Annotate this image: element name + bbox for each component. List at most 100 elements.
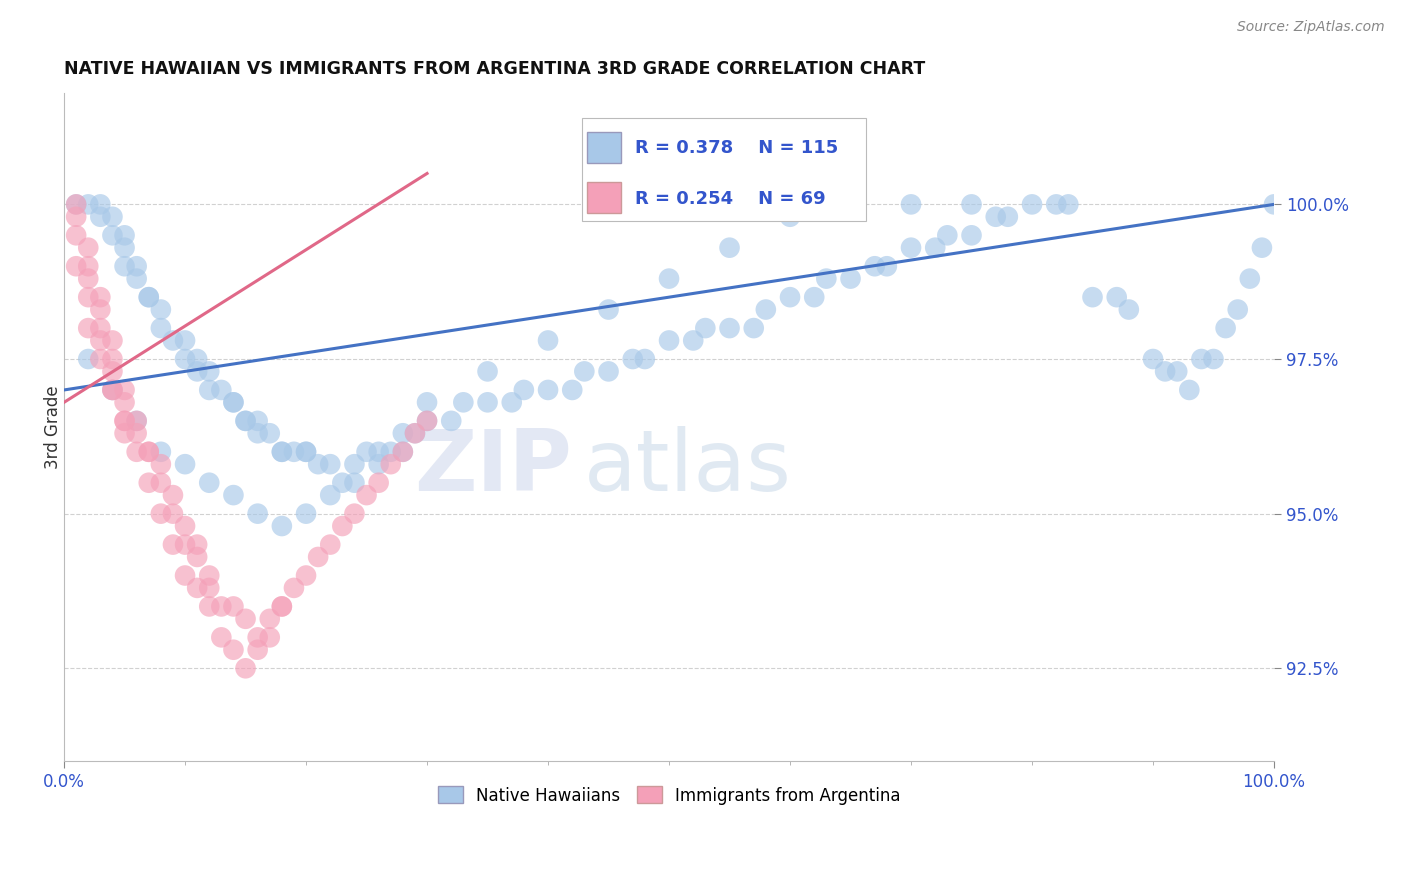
- Point: [477, 364, 499, 378]
- Point: [209, 383, 232, 397]
- Point: [89, 197, 111, 211]
- Point: [343, 507, 366, 521]
- Point: [1142, 351, 1164, 366]
- Point: [222, 488, 245, 502]
- Point: [501, 395, 523, 409]
- Point: [138, 445, 160, 459]
- Point: [259, 612, 281, 626]
- Point: [101, 364, 124, 378]
- Point: [101, 210, 124, 224]
- Point: [1081, 290, 1104, 304]
- Point: [174, 519, 197, 533]
- Point: [779, 210, 801, 224]
- Point: [89, 302, 111, 317]
- Point: [621, 351, 644, 366]
- Point: [343, 457, 366, 471]
- Point: [138, 475, 160, 490]
- Point: [380, 445, 402, 459]
- Point: [1226, 302, 1249, 317]
- Point: [65, 197, 87, 211]
- Point: [89, 210, 111, 224]
- Point: [65, 197, 87, 211]
- Point: [270, 599, 292, 614]
- Point: [174, 457, 197, 471]
- Point: [77, 271, 100, 285]
- Point: [65, 228, 87, 243]
- Point: [270, 445, 292, 459]
- Point: [77, 241, 100, 255]
- Point: [246, 631, 269, 645]
- Point: [658, 334, 681, 348]
- Point: [114, 414, 136, 428]
- Point: [235, 661, 257, 675]
- Point: [392, 445, 415, 459]
- Point: [283, 445, 305, 459]
- Point: [125, 259, 148, 273]
- Point: [235, 612, 257, 626]
- Point: [404, 426, 426, 441]
- Point: [330, 475, 353, 490]
- Point: [101, 383, 124, 397]
- Point: [803, 290, 825, 304]
- Point: [1154, 364, 1177, 378]
- Point: [900, 197, 922, 211]
- Point: [114, 383, 136, 397]
- Point: [1166, 364, 1188, 378]
- Point: [149, 321, 172, 335]
- Point: [222, 395, 245, 409]
- Point: [186, 364, 208, 378]
- Point: [149, 507, 172, 521]
- Point: [1251, 241, 1274, 255]
- Point: [101, 334, 124, 348]
- Text: NATIVE HAWAIIAN VS IMMIGRANTS FROM ARGENTINA 3RD GRADE CORRELATION CHART: NATIVE HAWAIIAN VS IMMIGRANTS FROM ARGEN…: [65, 60, 925, 78]
- Point: [222, 395, 245, 409]
- Point: [162, 538, 184, 552]
- Point: [259, 426, 281, 441]
- Point: [319, 488, 342, 502]
- Point: [138, 445, 160, 459]
- Text: R = 0.254    N = 69: R = 0.254 N = 69: [636, 190, 825, 208]
- Point: [198, 475, 221, 490]
- Point: [295, 568, 318, 582]
- Point: [440, 414, 463, 428]
- Point: [416, 414, 439, 428]
- Point: [319, 457, 342, 471]
- Text: atlas: atlas: [585, 425, 793, 508]
- Point: [416, 414, 439, 428]
- Point: [89, 351, 111, 366]
- Point: [936, 228, 959, 243]
- Point: [270, 519, 292, 533]
- Point: [114, 228, 136, 243]
- Point: [718, 321, 741, 335]
- Point: [65, 210, 87, 224]
- Point: [149, 445, 172, 459]
- Point: [114, 414, 136, 428]
- Point: [392, 445, 415, 459]
- Point: [815, 271, 838, 285]
- Point: [755, 302, 778, 317]
- Point: [295, 507, 318, 521]
- Point: [209, 599, 232, 614]
- Point: [283, 581, 305, 595]
- Point: [235, 414, 257, 428]
- Point: [1263, 197, 1285, 211]
- Point: [198, 581, 221, 595]
- Point: [198, 599, 221, 614]
- Point: [174, 334, 197, 348]
- Point: [125, 414, 148, 428]
- Point: [77, 259, 100, 273]
- Point: [77, 351, 100, 366]
- Point: [404, 426, 426, 441]
- Point: [1057, 197, 1080, 211]
- Point: [307, 549, 329, 564]
- Point: [900, 241, 922, 255]
- Point: [1239, 271, 1261, 285]
- Point: [77, 197, 100, 211]
- Point: [114, 259, 136, 273]
- Point: [453, 395, 475, 409]
- Point: [246, 426, 269, 441]
- Point: [101, 228, 124, 243]
- Point: [1045, 197, 1067, 211]
- Point: [125, 271, 148, 285]
- Point: [125, 414, 148, 428]
